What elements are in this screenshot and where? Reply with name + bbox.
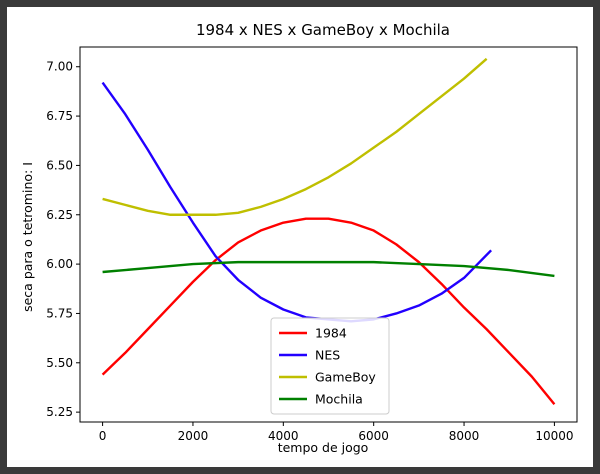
series-line-nes: [101, 81, 493, 323]
series-lines: [101, 57, 556, 405]
x-tick-label: 8000: [449, 429, 480, 443]
series-line-mochila: [102, 260, 555, 278]
x-tick-label: 6000: [358, 429, 389, 443]
x-tick-label: 0: [99, 429, 107, 443]
y-axis-label: seca para o tetromino: I: [20, 162, 35, 312]
legend-entry-mochila: Mochila: [315, 392, 363, 407]
legend-entry-nes: NES: [315, 348, 340, 363]
x-axis-ticks: 0 2000 4000 6000 8000 10000: [99, 422, 574, 443]
y-tick-label: 6.75: [46, 109, 73, 123]
x-tick-label: 2000: [178, 429, 209, 443]
series-line-1984: [101, 217, 556, 405]
chart-frame: 0 2000 4000 6000 8000 10000 5.25 5.50 5.75 6.00 6…: [7, 7, 593, 467]
y-tick-label: 6.25: [46, 208, 73, 222]
legend-box: [270, 317, 390, 415]
y-tick-label: 5.75: [46, 306, 73, 320]
chart-title: 1984 x NES x GameBoy x Mochila: [196, 21, 450, 39]
legend-entry-1984: 1984: [315, 326, 347, 341]
x-tick-label: 4000: [268, 429, 299, 443]
axes-frame: [79, 46, 578, 423]
y-tick-label: 6.00: [46, 257, 73, 271]
y-tick-label: 5.50: [46, 356, 73, 370]
axes-border: [79, 46, 578, 423]
x-tick-label: 10000: [535, 429, 573, 443]
x-axis-label: tempo de jogo: [278, 440, 369, 455]
y-tick-label: 6.50: [46, 158, 73, 172]
series-line-gameboy: [102, 57, 488, 216]
y-tick-label: 5.25: [46, 405, 73, 419]
y-tick-label: 7.00: [46, 60, 73, 74]
line-chart: 0 2000 4000 6000 8000 10000 5.25 5.50 5.75 6.00 6…: [20, 21, 578, 455]
legend: 1984 NES GameBoy Mochila: [270, 317, 390, 415]
legend-entry-gameboy: GameBoy: [315, 370, 376, 385]
y-axis-ticks: 5.25 5.50 5.75 6.00 6.25 6.50 6.75 7.00: [46, 60, 80, 419]
